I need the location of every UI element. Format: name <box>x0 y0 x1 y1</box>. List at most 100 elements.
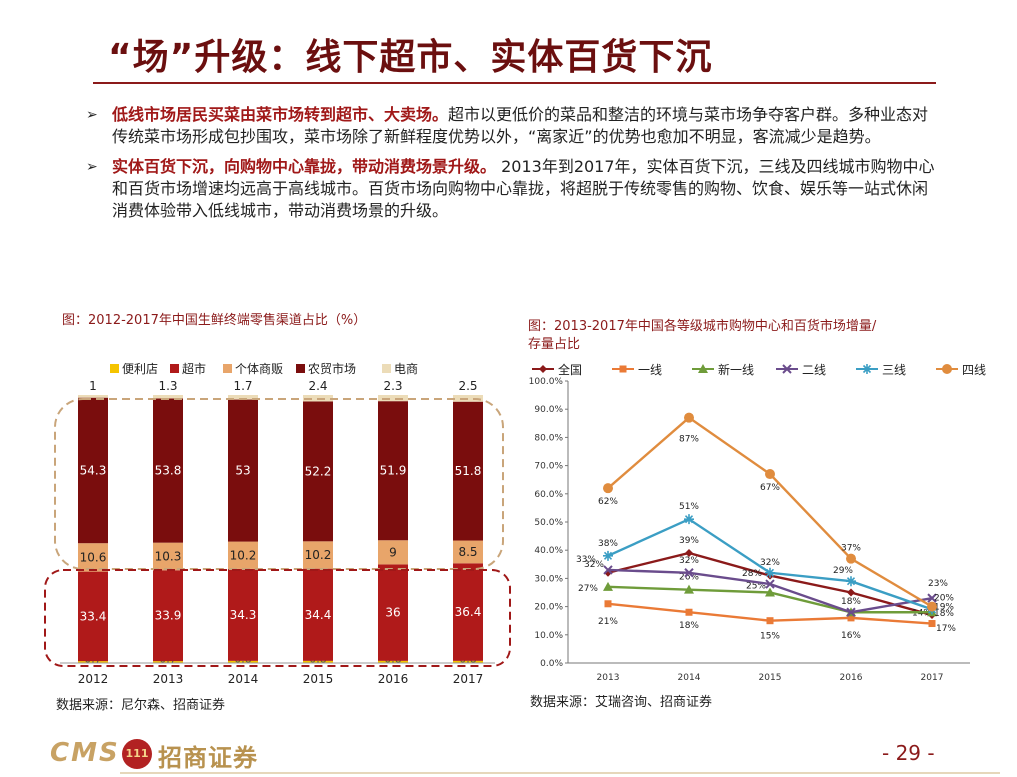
y-tick-label: 10.0% <box>534 631 563 641</box>
data-label: 18% <box>841 597 861 607</box>
data-point <box>782 364 792 374</box>
bar-segment <box>378 564 408 661</box>
series-四线: 62% 87% 67% 37% 20% <box>598 412 954 612</box>
bar-segment <box>378 395 408 402</box>
bullet-item: ➢ 低线市场居民买菜由菜市场转到超市、大卖场。超市以更低价的菜品和整洁的环境与菜… <box>82 104 942 148</box>
bar-segment <box>228 395 258 400</box>
legend-swatch <box>382 364 391 373</box>
data-label: 36 <box>385 606 400 620</box>
chart2-title-line1: 图：2013-2017年中国各等级城市购物中心和百货市场增量/ <box>528 319 877 334</box>
data-point <box>847 614 855 622</box>
data-label: 1.7 <box>233 379 252 393</box>
y-tick-label: 40.0% <box>534 546 563 556</box>
data-label: 32% <box>679 556 699 566</box>
bar-segment <box>228 568 258 661</box>
data-point <box>927 601 937 612</box>
data-point <box>684 584 694 594</box>
legend-label: 四线 <box>962 363 986 377</box>
x-tick-label: 2015 <box>759 673 782 683</box>
bar-segment <box>453 563 483 661</box>
footer-divider <box>120 772 1000 774</box>
legend-label: 全国 <box>558 362 582 377</box>
data-label: 87% <box>679 435 699 445</box>
bar-segment <box>303 568 333 661</box>
y-tick-label: 30.0% <box>534 574 563 584</box>
data-point <box>539 365 547 373</box>
x-tick-label: 2015 <box>303 672 334 686</box>
page-title: “场”升级：线下超市、实体百货下沉 <box>108 37 713 78</box>
data-label: 37% <box>841 544 861 554</box>
data-point <box>685 608 693 616</box>
data-label: 54.3 <box>80 463 107 477</box>
y-tick-label: 60.0% <box>534 490 563 500</box>
data-point <box>684 568 694 578</box>
data-point <box>765 587 775 597</box>
page-number: - 29 - <box>882 741 935 765</box>
legend-label: 三线 <box>882 363 906 377</box>
data-point <box>765 469 775 480</box>
series-新一线: 27% 26% 25% 18% 18% <box>578 573 954 620</box>
data-label: 53.8 <box>155 464 182 478</box>
data-point <box>846 553 856 564</box>
x-tick-label: 2016 <box>378 672 409 686</box>
data-point <box>927 593 937 603</box>
bar-segment <box>78 543 108 572</box>
legend-swatch <box>223 364 232 373</box>
series-三线: 38% 51% 32% 29% 19% <box>598 502 954 615</box>
legend-swatch <box>170 364 179 373</box>
bar-segment <box>303 660 333 663</box>
x-tick-label: 2014 <box>228 672 259 686</box>
x-tick-label: 2013 <box>597 673 620 683</box>
data-label: 27% <box>578 584 598 594</box>
data-point <box>846 607 856 617</box>
data-label: 14% <box>912 609 932 619</box>
data-point <box>603 483 613 494</box>
chart1-source: 数据来源：尼尔森、招商证券 <box>56 698 226 713</box>
legend-label: 农贸市场 <box>308 361 356 376</box>
bar-segment <box>453 401 483 541</box>
bar-segment <box>78 661 108 663</box>
data-label: 10.2 <box>305 548 332 562</box>
bar-segment <box>78 397 108 544</box>
bar-segment <box>303 541 333 569</box>
data-label: 1 <box>89 379 97 393</box>
data-label: 67% <box>760 483 780 493</box>
legend-label: 超市 <box>182 361 206 376</box>
data-label: 2.3 <box>383 379 402 393</box>
bar-segment <box>78 395 108 398</box>
data-label: 10.6 <box>80 550 107 564</box>
bar-segment <box>378 540 408 565</box>
series-一线: 21% 18% 15% 16% 14% <box>598 600 936 642</box>
y-tick-label: 100.0% <box>529 377 564 387</box>
company-name: 招商证券 <box>158 744 258 772</box>
data-label: 23% <box>928 579 948 589</box>
bar-segment <box>153 398 183 543</box>
annotation-box-top <box>54 398 504 570</box>
line-chart: 0.0% 10.0% 20.0% 30.0% 40.0% 50.0% 60.0% 70.0% 8… <box>529 362 986 683</box>
bar-segment <box>78 571 108 662</box>
bar-segment <box>153 542 183 571</box>
data-label: 29% <box>833 566 853 576</box>
data-point <box>685 549 693 558</box>
legend-label: 个体商贩 <box>235 361 283 376</box>
series-二线: 33% 32%28%23% <box>576 555 948 617</box>
data-point <box>846 576 856 587</box>
title-divider <box>93 82 936 84</box>
data-label: 26% <box>679 573 699 583</box>
data-point <box>765 567 775 578</box>
legend-label: 电商 <box>394 361 418 376</box>
legend-label: 二线 <box>802 363 826 377</box>
legend-swatch <box>296 364 305 373</box>
data-point <box>684 514 694 525</box>
bar-segment <box>303 401 333 542</box>
bullet-arrow-icon: ➢ <box>86 107 98 123</box>
data-label: 36.4 <box>455 605 482 619</box>
x-tick-label: 2012 <box>78 672 109 686</box>
data-point <box>766 617 774 625</box>
data-point <box>765 579 775 589</box>
bar-segment <box>228 399 258 542</box>
bar-segment <box>153 570 183 662</box>
x-tick-label: 2013 <box>153 672 184 686</box>
y-tick-label: 20.0% <box>534 603 563 613</box>
data-point <box>619 365 627 373</box>
